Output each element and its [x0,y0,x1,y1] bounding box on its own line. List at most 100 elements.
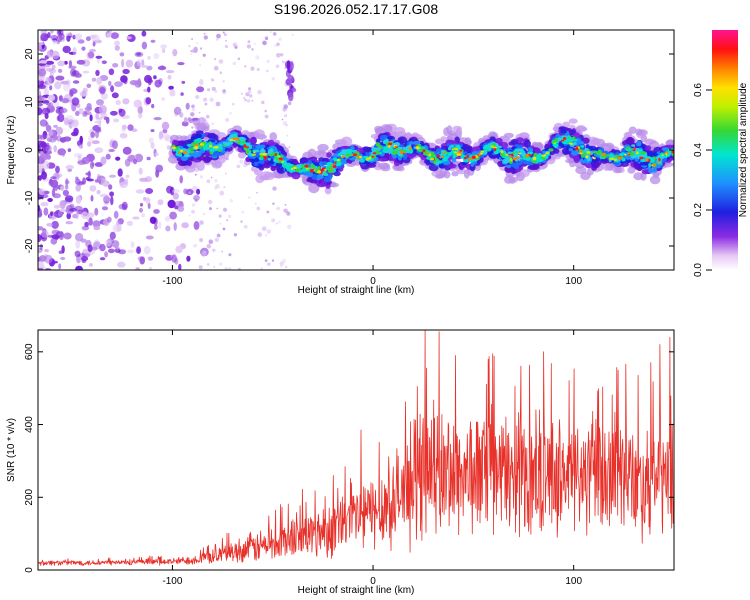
signal-blob [324,187,332,195]
signal-blob [306,171,314,178]
x-tick-label: 0 [370,576,376,587]
noise-dot [216,233,221,238]
signal-blob [190,136,197,141]
signal-blob [337,158,340,162]
noise-blob [57,113,65,123]
noise-blob [46,223,53,227]
signal-blob [309,169,315,171]
noise-dot [280,265,283,268]
signal-blob [317,143,329,152]
signal-blob [267,157,271,161]
noise-blob [153,209,160,214]
signal-blob [371,155,374,158]
signal-blob [480,150,484,153]
signal-blob [447,146,452,151]
noise-blob [154,152,160,156]
noise-blob [127,249,135,254]
noise-blob [112,63,119,68]
noise-dot [208,199,213,205]
noise-dot [228,253,232,257]
colorbar-tick-label: 0.4 [693,143,704,157]
noise-dot [203,213,206,215]
noise-dot [189,188,192,190]
noise-dot [225,117,230,122]
signal-blob [371,147,377,152]
noise-blob [97,120,102,128]
noise-dot [266,69,269,73]
noise-blob [193,221,200,230]
spectrogram-x-label: Height of straight line (km) [298,285,415,296]
signal-blob [602,152,606,156]
signal-blob [346,149,353,155]
noise-blob [133,158,138,165]
signal-blob [602,161,611,171]
signal-blob [534,148,542,154]
noise-dot [276,53,281,58]
signal-blob [635,151,639,155]
signal-blob [179,149,184,152]
signal-blob [291,167,293,171]
signal-blob [574,147,579,151]
signal-blob [656,161,660,163]
signal-blob [391,150,398,155]
spectrogram-y-ticks: -20 -10 0 10 20 [24,48,674,253]
signal-blob [532,156,537,161]
noise-blob [87,212,95,218]
noise-blob [64,195,74,203]
noise-dot [285,124,288,127]
signal-blob [284,162,291,166]
noise-blob [77,160,86,166]
signal-blob [210,147,215,153]
noise-blob [134,80,142,88]
noise-blob [38,204,41,213]
noise-dot [244,98,247,102]
noise-blob [138,112,143,119]
signal-blob [440,136,447,142]
noise-dot [215,184,220,189]
noise-blob [150,142,155,150]
snr-x-ticks: -100 0 100 [162,330,582,587]
signal-blob [207,146,211,150]
noise-blob [103,200,110,206]
signal-blob [452,125,462,132]
noise-dot [187,117,192,122]
noise-dot [224,172,227,175]
noise-blob [94,162,104,167]
signal-blob [333,164,337,168]
signal-blob [633,162,640,168]
signal-blob [425,152,430,155]
noise-dot [269,31,272,34]
noise-dot [281,60,285,64]
y-tick-label: 0 [24,567,35,573]
noise-dot [196,42,198,44]
signal-blob [235,137,240,141]
noise-dot [284,114,288,118]
signal-blob [675,151,680,156]
noise-blob [121,126,127,132]
signal-blob [382,149,389,153]
signal-blob [278,157,283,160]
noise-blob [62,136,72,142]
noise-blob [99,193,109,198]
signal-blob [463,156,467,160]
noise-blob [38,90,42,99]
signal-blob [392,163,402,172]
noise-blob [121,201,128,211]
noise-blob [133,99,142,108]
signal-blob [281,161,285,163]
signal-blob [435,160,440,166]
signal-blob [500,150,504,154]
noise-blob [180,92,184,96]
burst-blob [286,60,291,71]
noise-blob [46,133,51,140]
signal-blob [641,169,650,175]
noise-dot [212,79,215,82]
noise-blob [51,234,60,240]
noise-blob [61,97,70,104]
x-tick-label: -100 [162,276,182,287]
noise-dot [214,179,218,183]
noise-dot [286,210,290,214]
signal-blob [471,155,476,159]
signal-blob [648,168,654,174]
noise-blob [94,179,99,183]
